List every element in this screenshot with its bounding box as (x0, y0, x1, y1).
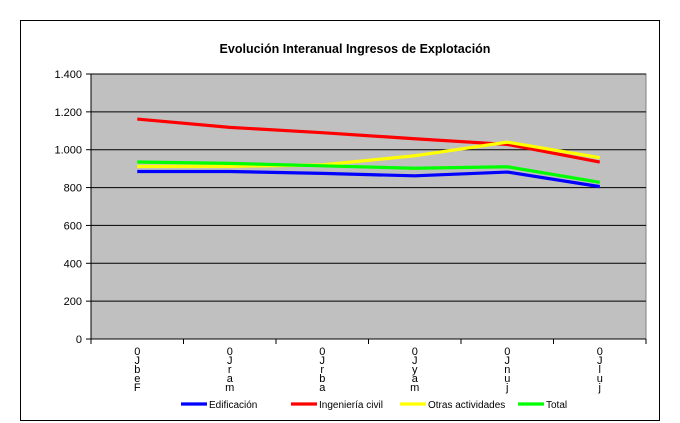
legend-label: Ingeniería civil (319, 400, 383, 411)
series-lines (137, 117, 601, 189)
legend-label: Otras actividades (428, 400, 505, 411)
legend: Edificación Ingeniería civil Otras activid… (181, 400, 567, 411)
y-tick-label: 1.200 (54, 107, 82, 119)
y-tick-label: 1.400 (54, 69, 82, 81)
plot-area (90, 73, 647, 340)
chart-title: Evolución Interanual Ingresos de Explota… (220, 42, 491, 56)
series-line (137, 169, 600, 189)
legend-label: Edificación (209, 400, 257, 411)
chart-frame: Evolución Interanual Ingresos de Explota… (20, 20, 660, 421)
y-tick-label: 400 (64, 258, 82, 270)
legend-label: Total (546, 400, 567, 411)
y-tick-label: 600 (64, 220, 82, 232)
y-axis: 0 200 400 600 800 1.000 1.200 1.400 (54, 69, 92, 346)
series-line (137, 140, 601, 168)
line-chart: Evolución Interanual Ingresos de Explota… (54, 42, 647, 411)
series-line (137, 117, 601, 164)
gridlines (91, 73, 646, 302)
y-tick-label: 800 (64, 183, 82, 195)
y-tick-label: 1.000 (54, 145, 82, 157)
series-line (137, 160, 601, 184)
y-tick-label: 200 (64, 296, 82, 308)
y-tick-label: 0 (76, 334, 82, 346)
